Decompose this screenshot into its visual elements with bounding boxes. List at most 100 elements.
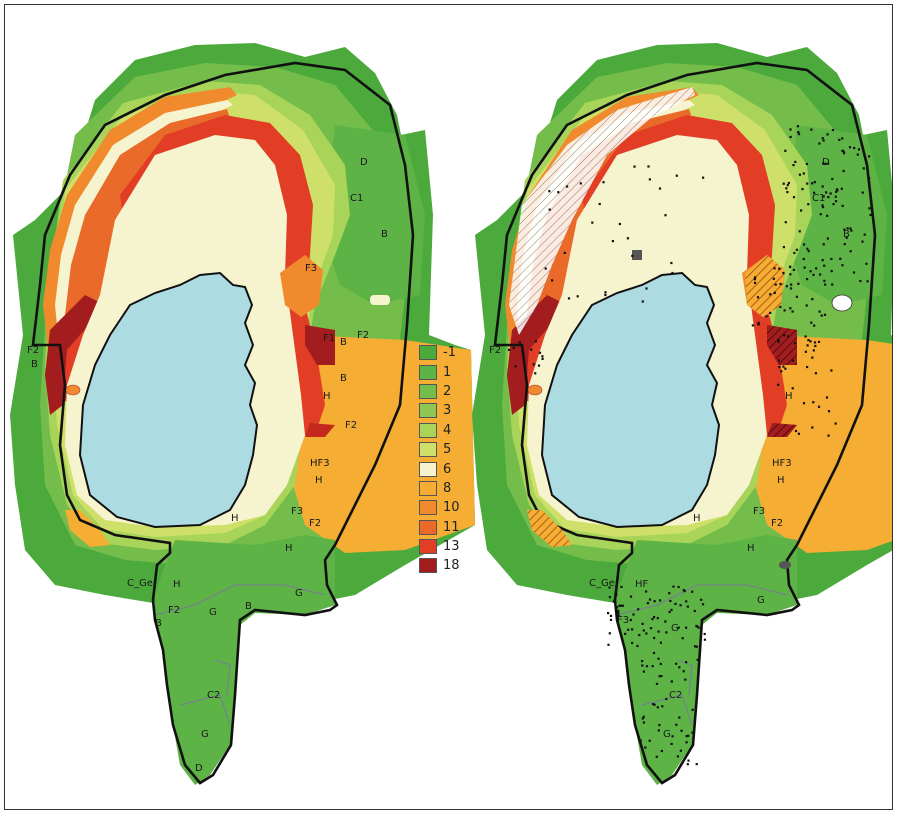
- settlement-dot: [685, 741, 688, 744]
- right-map: D C1 B F2 H HF3 H F3 F2 H H C_Ge HF F3 G…: [470, 41, 899, 787]
- settlement-dot: [608, 632, 611, 635]
- settlement-dot: [823, 313, 827, 316]
- settlement-dot: [642, 670, 645, 673]
- settlement-dot: [530, 348, 533, 351]
- legend-swatch: [419, 403, 437, 419]
- settlement-dot: [700, 598, 703, 601]
- settlement-dot: [824, 283, 827, 286]
- settlement-dot: [817, 405, 821, 408]
- settlement-dot: [659, 599, 662, 602]
- settlement-dot: [675, 662, 678, 665]
- settlement-dot: [797, 282, 800, 285]
- settlement-dot: [612, 600, 615, 603]
- settlement-dot: [777, 383, 780, 386]
- settlement-dot: [642, 715, 645, 718]
- settlement-dot: [537, 364, 541, 367]
- settlement-dot: [658, 675, 661, 678]
- settlement-dot: [789, 128, 792, 131]
- legend-swatch: [419, 345, 437, 361]
- settlement-dot: [679, 749, 682, 752]
- settlement-dot: [831, 177, 834, 181]
- settlement-dot: [824, 162, 827, 165]
- left-label-b-b: B: [245, 601, 252, 612]
- settlement-dot: [835, 190, 838, 193]
- settlement-dot: [779, 282, 782, 286]
- settlement-dot: [813, 191, 816, 194]
- settlement-dot: [659, 641, 662, 644]
- settlement-dot: [563, 251, 566, 254]
- settlement-dot: [834, 200, 838, 203]
- right-label-c-ge: C_Ge: [589, 578, 615, 589]
- right-label-h-lake: H: [693, 513, 701, 524]
- settlement-dot: [653, 703, 656, 706]
- left-label-h2: H: [315, 475, 323, 486]
- settlement-dot: [818, 142, 821, 145]
- settlement-dot: [820, 314, 823, 317]
- settlement-dot: [664, 214, 667, 217]
- settlement-dot: [811, 298, 814, 301]
- settlement-dot: [782, 365, 785, 368]
- settlement-dot: [868, 155, 871, 158]
- legend-label: -1: [443, 345, 456, 361]
- settlement-dot: [638, 634, 641, 637]
- building-block: [632, 250, 642, 260]
- settlement-dot: [834, 195, 837, 198]
- settlement-dot: [782, 246, 785, 249]
- settlement-dot: [632, 613, 635, 616]
- settlement-dot: [782, 182, 785, 185]
- settlement-dot: [830, 257, 833, 261]
- settlement-dot: [642, 629, 645, 632]
- settlement-dot: [790, 283, 793, 286]
- settlement-dot: [658, 724, 661, 727]
- legend-label: 18: [443, 558, 460, 574]
- settlement-dot: [778, 267, 781, 270]
- legend-item: 3: [419, 401, 477, 420]
- settlement-dot: [785, 285, 788, 288]
- settlement-dot: [609, 618, 613, 621]
- left-label-h-lake: H: [231, 513, 239, 524]
- left-label-h-low: H: [285, 543, 293, 554]
- left-label-b-east: B: [381, 229, 388, 240]
- left-label-hf3: HF3: [310, 458, 330, 469]
- settlement-dot: [773, 291, 776, 294]
- settlement-dot: [821, 204, 824, 207]
- settlement-dot: [670, 608, 673, 611]
- settlement-dot: [551, 279, 554, 282]
- settlement-dot: [774, 283, 777, 286]
- settlement-dot: [645, 590, 648, 593]
- settlement-dot: [695, 645, 698, 648]
- settlement-dot: [806, 344, 809, 347]
- settlement-dot: [651, 618, 654, 621]
- settlement-dot: [802, 172, 805, 175]
- settlement-dot: [827, 196, 830, 199]
- settlement-dot: [842, 169, 845, 173]
- left-label-g1: G: [209, 607, 217, 618]
- settlement-dot: [671, 271, 674, 275]
- settlement-dot: [624, 632, 627, 635]
- settlement-dot: [677, 626, 680, 629]
- settlement-dot: [830, 369, 833, 372]
- settlement-dot: [617, 609, 620, 612]
- settlement-dot: [819, 213, 822, 216]
- left-label-b-cove: B: [340, 373, 347, 384]
- settlement-dot: [576, 295, 579, 298]
- right-label-hf3: HF3: [772, 458, 792, 469]
- legend-swatch: [419, 539, 437, 555]
- settlement-dot: [791, 359, 795, 362]
- figure-frame: D C1 B F3 F1 B F2 F2 B B H F2 HF3 H F3 F…: [4, 4, 899, 810]
- settlement-dot: [857, 148, 861, 151]
- settlement-dot: [751, 324, 754, 327]
- settlement-dot: [848, 146, 852, 149]
- left-label-b-west: B: [31, 359, 38, 370]
- legend-item: 13: [419, 537, 477, 556]
- settlement-dot: [695, 763, 698, 766]
- settlement-dot: [682, 670, 685, 673]
- settlement-dot: [644, 746, 647, 749]
- left-label-f2-low: F2: [309, 518, 321, 529]
- settlement-dot: [789, 135, 792, 139]
- legend-label: 10: [443, 500, 460, 516]
- settlement-dot: [567, 297, 571, 300]
- left-label-c-ge: C_Ge: [127, 578, 153, 589]
- settlement-dot: [544, 267, 547, 270]
- settlement-dot: [821, 259, 824, 262]
